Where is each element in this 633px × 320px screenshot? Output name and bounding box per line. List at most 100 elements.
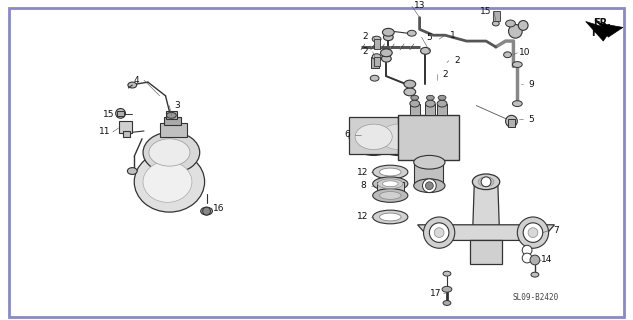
Circle shape	[518, 20, 528, 30]
Circle shape	[506, 115, 517, 127]
Ellipse shape	[349, 118, 398, 156]
Ellipse shape	[404, 80, 416, 88]
Ellipse shape	[380, 192, 401, 199]
Circle shape	[523, 223, 542, 242]
Circle shape	[528, 228, 538, 237]
Bar	[377, 182, 404, 196]
Text: 11: 11	[99, 127, 111, 136]
Circle shape	[481, 177, 491, 187]
Circle shape	[517, 217, 549, 248]
Ellipse shape	[143, 161, 192, 202]
Circle shape	[522, 253, 532, 263]
Ellipse shape	[513, 101, 522, 107]
Text: 13: 13	[414, 1, 425, 10]
Ellipse shape	[380, 124, 416, 149]
Text: FR.: FR.	[592, 28, 610, 38]
Ellipse shape	[380, 168, 401, 176]
Ellipse shape	[513, 61, 522, 68]
Polygon shape	[586, 21, 611, 41]
Circle shape	[425, 182, 433, 190]
Ellipse shape	[384, 34, 393, 41]
Bar	[371, 57, 379, 68]
Ellipse shape	[492, 21, 499, 26]
Ellipse shape	[149, 139, 190, 166]
Circle shape	[429, 223, 449, 242]
Bar	[116, 111, 125, 116]
Text: 7: 7	[553, 226, 560, 235]
Text: 15: 15	[103, 110, 115, 119]
Text: 16: 16	[213, 204, 224, 213]
Bar	[349, 117, 398, 155]
Text: 10: 10	[520, 48, 531, 57]
Ellipse shape	[134, 151, 204, 212]
Polygon shape	[600, 23, 623, 37]
Ellipse shape	[411, 95, 418, 100]
Ellipse shape	[410, 100, 420, 107]
Text: FR.: FR.	[594, 18, 611, 28]
Ellipse shape	[404, 88, 416, 96]
Text: 8: 8	[360, 181, 366, 190]
Ellipse shape	[373, 210, 408, 224]
Ellipse shape	[420, 47, 430, 54]
Ellipse shape	[201, 207, 213, 215]
Text: 2: 2	[442, 70, 448, 79]
Circle shape	[508, 24, 522, 38]
Ellipse shape	[531, 272, 539, 277]
Text: 4: 4	[134, 76, 139, 85]
Bar	[414, 160, 443, 184]
Bar	[437, 104, 447, 115]
Text: 12: 12	[357, 168, 368, 177]
Ellipse shape	[472, 174, 499, 190]
Circle shape	[116, 108, 125, 118]
Text: 15: 15	[480, 7, 492, 16]
Circle shape	[434, 228, 444, 237]
Ellipse shape	[443, 271, 451, 276]
Text: 3: 3	[174, 101, 180, 110]
Circle shape	[522, 245, 532, 255]
Bar	[163, 117, 181, 125]
Ellipse shape	[377, 179, 403, 188]
Text: 5: 5	[427, 33, 432, 42]
Polygon shape	[470, 240, 502, 264]
Ellipse shape	[127, 168, 137, 174]
Text: 14: 14	[541, 255, 553, 264]
Bar	[373, 57, 380, 67]
Ellipse shape	[128, 82, 137, 88]
Bar	[398, 115, 459, 160]
Ellipse shape	[355, 124, 392, 149]
Text: 12: 12	[357, 212, 368, 221]
Ellipse shape	[504, 52, 511, 58]
Circle shape	[423, 179, 436, 193]
Text: 1: 1	[450, 31, 456, 40]
Ellipse shape	[373, 177, 408, 191]
Bar	[165, 111, 177, 119]
Ellipse shape	[414, 179, 445, 193]
Text: SL09-B2420: SL09-B2420	[513, 292, 559, 302]
Ellipse shape	[506, 20, 515, 27]
Ellipse shape	[373, 165, 408, 179]
Text: 17: 17	[429, 289, 441, 298]
Ellipse shape	[408, 30, 416, 36]
Circle shape	[423, 217, 454, 248]
Circle shape	[530, 255, 540, 265]
Ellipse shape	[414, 156, 445, 169]
Text: 2: 2	[362, 32, 368, 41]
Ellipse shape	[380, 49, 392, 57]
Circle shape	[203, 207, 210, 215]
Ellipse shape	[479, 177, 494, 187]
Bar	[373, 39, 380, 49]
Ellipse shape	[372, 54, 381, 60]
Ellipse shape	[166, 112, 176, 118]
Text: 5: 5	[528, 115, 534, 124]
Text: 2: 2	[362, 47, 368, 56]
Bar	[123, 131, 130, 137]
Bar	[508, 119, 515, 127]
Ellipse shape	[382, 28, 394, 36]
Text: 2: 2	[454, 56, 460, 65]
Ellipse shape	[443, 300, 451, 305]
Ellipse shape	[373, 118, 423, 156]
Ellipse shape	[427, 95, 434, 100]
Bar	[160, 123, 187, 137]
Bar	[118, 121, 132, 133]
Bar	[410, 104, 420, 115]
